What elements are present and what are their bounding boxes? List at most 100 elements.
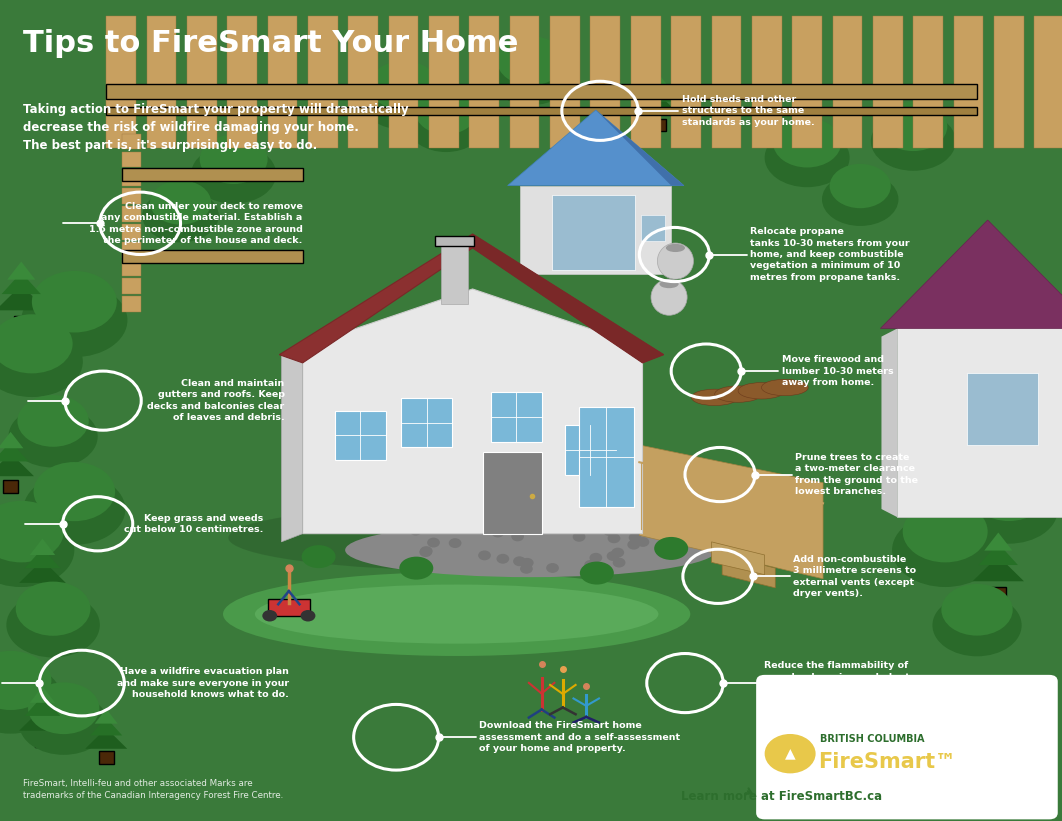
Ellipse shape (28, 682, 100, 734)
FancyBboxPatch shape (396, 107, 411, 125)
Polygon shape (473, 234, 664, 363)
Text: Add non-combustible
3 millimetre screens to
external vents (except
dryer vents).: Add non-combustible 3 millimetre screens… (793, 555, 917, 598)
FancyBboxPatch shape (712, 16, 741, 148)
FancyBboxPatch shape (991, 722, 1006, 741)
FancyBboxPatch shape (641, 215, 665, 241)
Ellipse shape (966, 300, 1062, 374)
Polygon shape (1007, 437, 1054, 460)
Ellipse shape (191, 144, 276, 204)
Circle shape (613, 557, 626, 567)
Ellipse shape (822, 172, 898, 226)
Text: Learn more at FireSmartBC.ca: Learn more at FireSmartBC.ca (681, 790, 883, 803)
Ellipse shape (892, 694, 998, 768)
Ellipse shape (660, 280, 679, 288)
FancyBboxPatch shape (389, 16, 418, 148)
FancyBboxPatch shape (226, 181, 241, 199)
Text: BRITISH COLUMBIA: BRITISH COLUMBIA (820, 734, 924, 744)
Ellipse shape (879, 102, 947, 151)
Polygon shape (596, 110, 684, 186)
Ellipse shape (871, 112, 956, 171)
Polygon shape (24, 696, 61, 716)
Text: Clean under your deck to remove
any combustible material. Establish a
1.5 metre : Clean under your deck to remove any comb… (89, 202, 303, 245)
Polygon shape (90, 718, 122, 736)
Circle shape (449, 539, 462, 548)
FancyBboxPatch shape (122, 152, 141, 167)
Polygon shape (901, 703, 926, 719)
Circle shape (301, 610, 315, 621)
Polygon shape (950, 701, 982, 719)
FancyBboxPatch shape (67, 517, 82, 535)
Polygon shape (1012, 425, 1048, 445)
FancyBboxPatch shape (147, 16, 176, 148)
FancyBboxPatch shape (173, 222, 188, 240)
Text: Relocate propane
tanks 10-30 meters from your
home, and keep combustible
vegetat: Relocate propane tanks 10-30 meters from… (750, 227, 909, 282)
Text: Have a wildfire evacuation plan
and make sure everyone in your
household knows w: Have a wildfire evacuation plan and make… (117, 667, 289, 699)
Polygon shape (585, 73, 626, 93)
FancyBboxPatch shape (122, 296, 141, 312)
Ellipse shape (0, 326, 83, 397)
Ellipse shape (761, 379, 808, 396)
Ellipse shape (8, 406, 98, 467)
Ellipse shape (302, 545, 336, 568)
FancyBboxPatch shape (106, 107, 977, 115)
FancyBboxPatch shape (122, 278, 141, 294)
FancyBboxPatch shape (441, 240, 468, 304)
Circle shape (612, 548, 624, 557)
Ellipse shape (773, 118, 841, 167)
FancyBboxPatch shape (429, 16, 459, 148)
Ellipse shape (932, 594, 1022, 656)
Polygon shape (880, 220, 1062, 328)
Ellipse shape (32, 271, 117, 333)
Ellipse shape (903, 681, 988, 743)
FancyBboxPatch shape (970, 632, 984, 650)
FancyBboxPatch shape (483, 452, 542, 534)
FancyBboxPatch shape (550, 16, 580, 148)
FancyBboxPatch shape (510, 16, 539, 148)
Text: Hold sheds and other
structures to the same
standards as your home.: Hold sheds and other structures to the s… (682, 95, 815, 126)
Ellipse shape (829, 164, 891, 209)
Polygon shape (0, 442, 29, 461)
Ellipse shape (962, 674, 1034, 726)
FancyBboxPatch shape (46, 632, 61, 650)
FancyBboxPatch shape (959, 735, 974, 747)
Circle shape (520, 558, 533, 568)
Circle shape (513, 557, 526, 566)
Circle shape (628, 539, 640, 549)
Circle shape (511, 531, 524, 541)
FancyBboxPatch shape (552, 195, 635, 270)
Ellipse shape (489, 46, 573, 105)
FancyBboxPatch shape (122, 170, 141, 186)
Ellipse shape (228, 505, 717, 571)
Ellipse shape (6, 593, 100, 658)
FancyBboxPatch shape (122, 250, 303, 263)
FancyBboxPatch shape (67, 328, 82, 346)
FancyBboxPatch shape (1023, 464, 1038, 476)
Ellipse shape (21, 283, 127, 357)
FancyBboxPatch shape (14, 316, 29, 328)
FancyBboxPatch shape (491, 392, 542, 442)
FancyBboxPatch shape (401, 398, 452, 447)
Text: ▲: ▲ (785, 746, 795, 761)
Polygon shape (973, 556, 1024, 581)
Ellipse shape (17, 395, 89, 447)
FancyBboxPatch shape (980, 427, 995, 445)
FancyBboxPatch shape (671, 16, 701, 148)
Circle shape (492, 528, 504, 538)
Ellipse shape (765, 128, 850, 187)
Ellipse shape (0, 663, 62, 734)
Text: Tips to FireSmart Your Home: Tips to FireSmart Your Home (23, 29, 518, 57)
Ellipse shape (0, 513, 74, 587)
FancyBboxPatch shape (833, 16, 862, 148)
FancyBboxPatch shape (122, 134, 141, 149)
Polygon shape (636, 94, 681, 116)
FancyBboxPatch shape (35, 587, 50, 599)
Polygon shape (30, 539, 55, 555)
FancyBboxPatch shape (122, 224, 141, 240)
Ellipse shape (23, 474, 125, 545)
Circle shape (589, 553, 602, 562)
Polygon shape (647, 74, 670, 89)
Polygon shape (7, 262, 35, 280)
Ellipse shape (691, 389, 738, 406)
Polygon shape (85, 728, 127, 749)
Ellipse shape (977, 287, 1062, 349)
